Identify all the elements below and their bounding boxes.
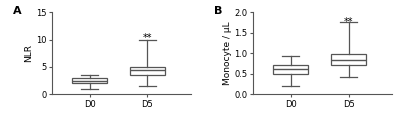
- PathPatch shape: [274, 65, 308, 74]
- Text: A: A: [13, 6, 22, 15]
- Text: **: **: [143, 33, 152, 43]
- PathPatch shape: [331, 54, 366, 65]
- PathPatch shape: [130, 67, 165, 75]
- PathPatch shape: [72, 78, 107, 83]
- Y-axis label: NLR: NLR: [24, 44, 33, 62]
- Text: B: B: [214, 6, 223, 15]
- Text: **: **: [344, 17, 353, 27]
- Y-axis label: Monocyte / μL: Monocyte / μL: [223, 21, 232, 85]
